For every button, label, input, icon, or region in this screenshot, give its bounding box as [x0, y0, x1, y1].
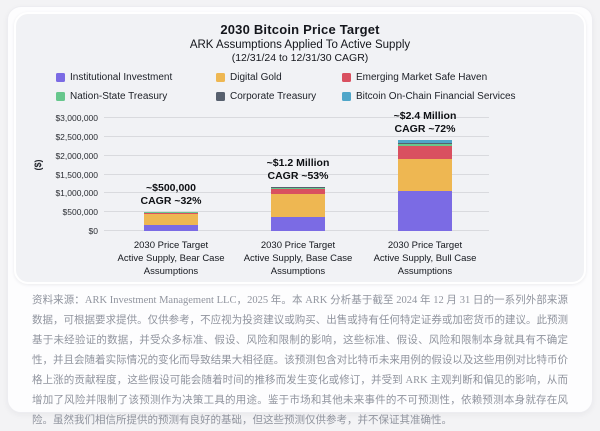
legend-item-label: Nation-State Treasury — [70, 91, 167, 102]
bar-stack — [398, 140, 452, 231]
chart-header: 2030 Bitcoin Price Target ARK Assumption… — [16, 14, 584, 64]
bar-segment — [144, 225, 198, 231]
legend-swatch-icon — [342, 92, 351, 101]
legend-item: Emerging Market Safe Haven — [342, 72, 584, 83]
y-tick-label: $3,000,000 — [24, 113, 98, 123]
chart-area: ($) $0$500,000$1,000,000$1,500,000$2,000… — [16, 112, 584, 278]
y-tick-label: $1,000,000 — [24, 188, 98, 198]
bar-segment — [398, 146, 452, 159]
legend: Institutional Investment Digital Gold Emer… — [56, 72, 584, 102]
bar-segment — [271, 217, 325, 231]
plot-area: $0$500,000$1,000,000$1,500,000$2,000,000… — [104, 118, 489, 231]
content-panel: 2030 Bitcoin Price Target ARK Assumption… — [7, 6, 593, 413]
chart-title: 2030 Bitcoin Price Target — [16, 22, 584, 37]
legend-item: Digital Gold — [216, 72, 334, 83]
legend-item: Nation-State Treasury — [56, 91, 208, 102]
bar-annotation-cagr: CAGR ~32% — [96, 195, 246, 208]
legend-swatch-icon — [56, 92, 65, 101]
bar-stack — [271, 187, 325, 231]
bar-annotation-value: ~$1.2 Million — [223, 157, 373, 170]
legend-swatch-icon — [216, 73, 225, 82]
legend-swatch-icon — [56, 73, 65, 82]
bar-annotation-value: ~$2.4 Million — [350, 110, 500, 123]
bar-annotation-cagr: CAGR ~72% — [350, 123, 500, 136]
y-tick-label: $0 — [24, 226, 98, 236]
bar-segment — [271, 194, 325, 217]
legend-item: Institutional Investment — [56, 72, 208, 83]
bar-segment — [398, 159, 452, 191]
bar-annotation-value: ~$500,000 — [96, 182, 246, 195]
legend-swatch-icon — [216, 92, 225, 101]
y-tick-label: $2,500,000 — [24, 132, 98, 142]
chart-subtitle-cagr-range: (12/31/24 to 12/31/30 CAGR) — [16, 52, 584, 64]
bar-annotation-cagr: CAGR ~53% — [223, 170, 373, 183]
y-tick-label: $500,000 — [24, 207, 98, 217]
x-tick-label-line: Active Supply, Bull Case — [350, 252, 500, 265]
legend-item-label: Corporate Treasury — [230, 91, 316, 102]
y-axis-title: ($) — [33, 135, 43, 195]
x-tick-label-line: 2030 Price Target — [350, 239, 500, 252]
legend-swatch-icon — [342, 73, 351, 82]
legend-item: Corporate Treasury — [216, 91, 334, 102]
legend-item: Bitcoin On-Chain Financial Services — [342, 91, 584, 102]
chart-subtitle: ARK Assumptions Applied To Active Supply — [16, 39, 584, 51]
bar-segment — [144, 214, 198, 225]
bar-stack — [144, 212, 198, 231]
legend-item-label: Digital Gold — [230, 72, 282, 83]
bar-segment — [398, 191, 452, 231]
chart-card: 2030 Bitcoin Price Target ARK Assumption… — [14, 12, 586, 284]
disclaimer-text: 资料来源：ARK Investment Management LLC，2025 … — [32, 291, 568, 431]
legend-item-label: Emerging Market Safe Haven — [356, 72, 487, 83]
y-tick-label: $1,500,000 — [24, 170, 98, 180]
x-tick-label-line: Assumptions — [350, 265, 500, 278]
legend-item-label: Institutional Investment — [70, 72, 172, 83]
y-tick-label: $2,000,000 — [24, 151, 98, 161]
legend-item-label: Bitcoin On-Chain Financial Services — [356, 91, 516, 102]
